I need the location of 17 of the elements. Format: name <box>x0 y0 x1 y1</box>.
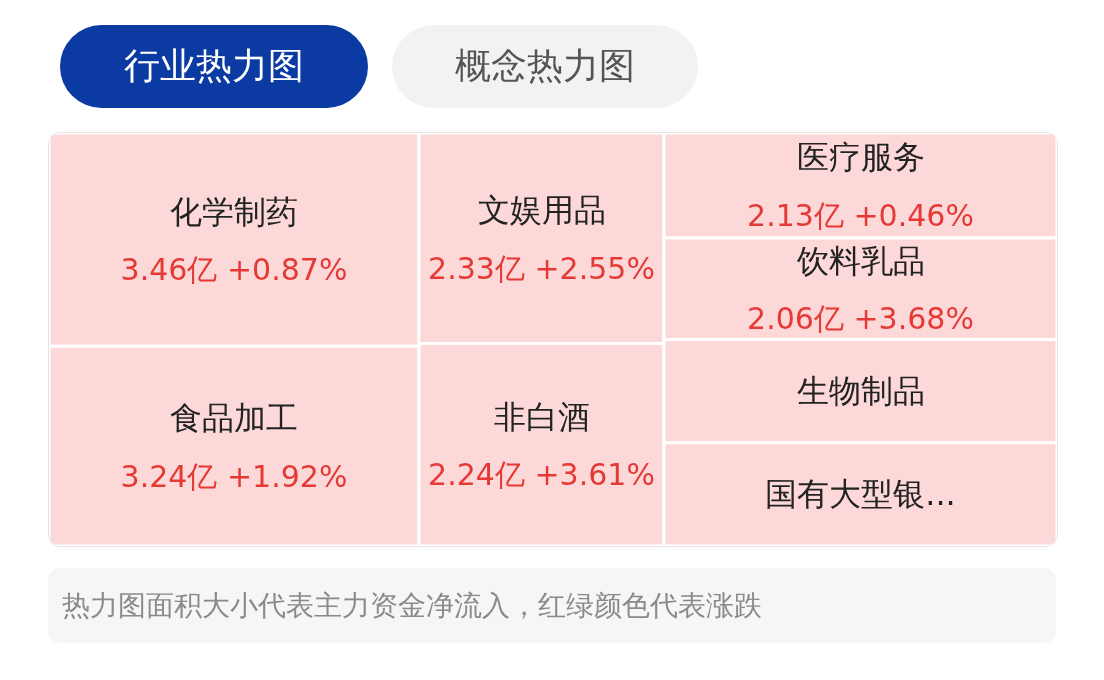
category-label: 医疗服务 <box>796 138 925 177</box>
category-label: 食品加工 <box>170 399 298 438</box>
data-label: 2.06亿 +3.68% <box>747 301 974 337</box>
text: 热力图面积大小代表主力资金净流入，红绿颜色代表涨跌 <box>48 568 1056 643</box>
category-label: 国有大型银... <box>765 475 956 514</box>
category-label: 饮料乳品 <box>795 241 925 280</box>
text: 行业热力图 <box>60 25 368 108</box>
text: 概念热力图 <box>392 25 698 108</box>
data-label: 3.24亿 +1.92% <box>120 458 348 494</box>
data-label: 2.33亿 +2.55% <box>428 250 655 286</box>
data-label: 2.24亿 +3.61% <box>428 457 655 493</box>
category-label: 非白酒 <box>493 397 590 436</box>
category-label: 化学制药 <box>170 192 298 231</box>
data-label: 3.46亿 +0.87% <box>120 252 348 288</box>
category-label: 生物制品 <box>796 372 925 411</box>
category-label: 文娱用品 <box>477 191 606 230</box>
data-label: 2.13亿 +0.46% <box>747 197 974 233</box>
